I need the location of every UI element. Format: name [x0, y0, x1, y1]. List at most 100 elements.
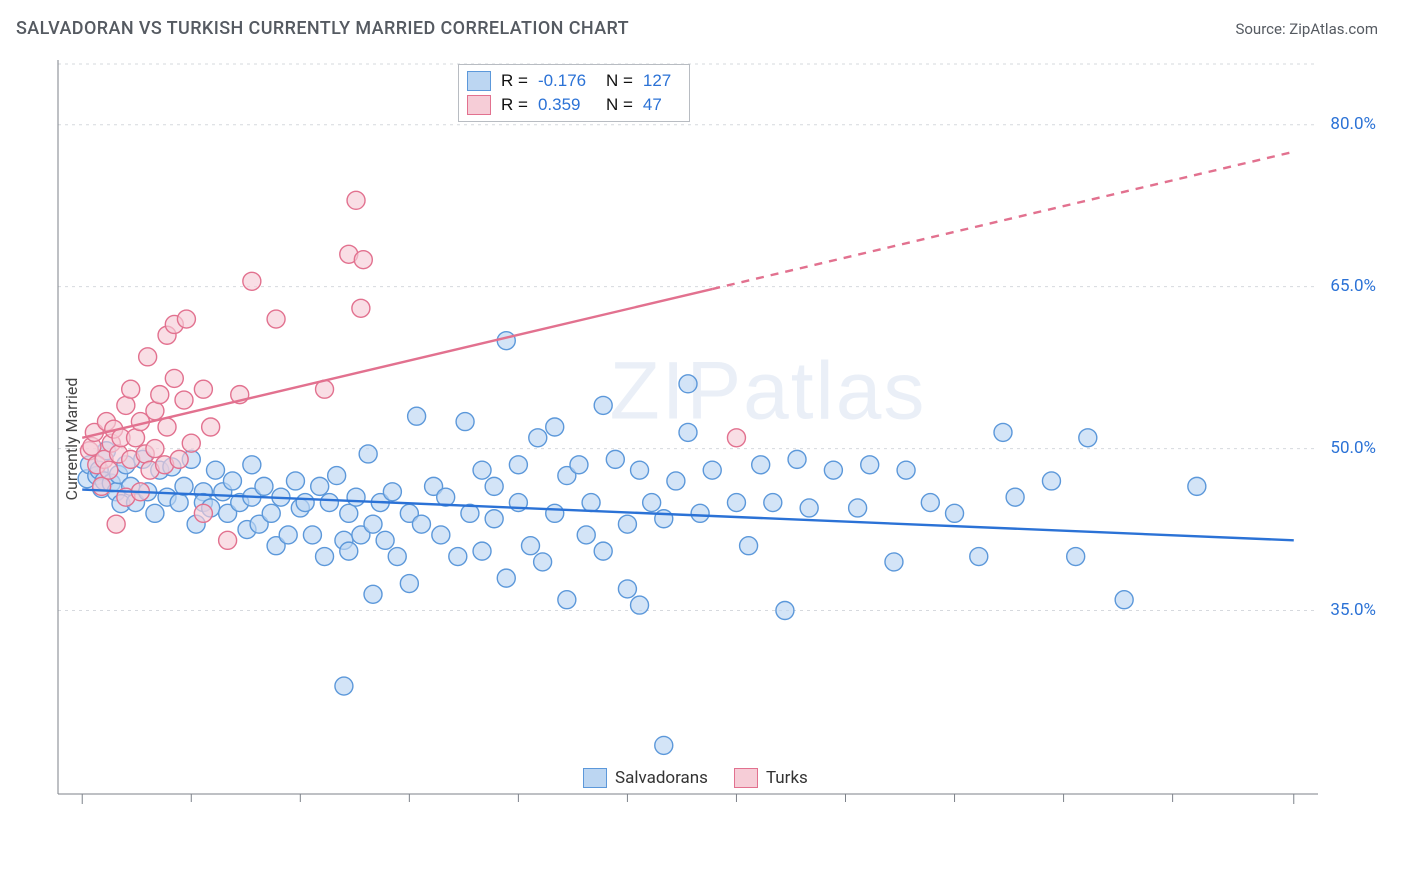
data-point: [127, 429, 145, 447]
data-point: [194, 380, 212, 398]
data-point: [497, 569, 515, 587]
data-point: [400, 575, 418, 593]
series-legend: Salvadorans Turks: [583, 768, 808, 788]
scatter-plot: 35.0%50.0%65.0%80.0%ZIPatlas0.0%50.0%: [48, 54, 1384, 824]
data-point: [286, 472, 304, 490]
data-point: [897, 461, 915, 479]
data-point: [267, 310, 285, 328]
data-point: [262, 504, 280, 522]
data-point: [667, 472, 685, 490]
legend-label: Turks: [766, 768, 808, 788]
data-point: [631, 596, 649, 614]
data-point: [485, 510, 503, 528]
y-tick-label: 50.0%: [1330, 438, 1376, 458]
data-point: [558, 591, 576, 609]
data-point: [921, 494, 939, 512]
data-point: [946, 504, 964, 522]
trend-line: [82, 289, 712, 438]
data-point: [764, 494, 782, 512]
data-point: [509, 456, 527, 474]
data-point: [139, 348, 157, 366]
data-point: [485, 477, 503, 495]
data-point: [618, 515, 636, 533]
data-point: [534, 553, 552, 571]
r-value: 0.359: [538, 93, 596, 117]
data-point: [546, 418, 564, 436]
chart-header: SALVADORAN VS TURKISH CURRENTLY MARRIED …: [0, 0, 1406, 47]
data-point: [456, 413, 474, 431]
plot-container: Currently Married 35.0%50.0%65.0%80.0%ZI…: [48, 54, 1384, 824]
watermark: ZIPatlas: [610, 346, 927, 437]
data-point: [347, 191, 365, 209]
data-point: [146, 402, 164, 420]
data-point: [643, 494, 661, 512]
data-point: [885, 553, 903, 571]
data-point: [1115, 591, 1133, 609]
data-point: [727, 494, 745, 512]
data-point: [473, 542, 491, 560]
data-point: [691, 504, 709, 522]
data-point: [352, 299, 370, 317]
y-tick-label: 35.0%: [1330, 600, 1376, 620]
data-point: [170, 494, 188, 512]
data-point: [408, 407, 426, 425]
chart-title: SALVADORAN VS TURKISH CURRENTLY MARRIED …: [16, 18, 629, 39]
data-point: [311, 477, 329, 495]
data-point: [354, 251, 372, 269]
legend-swatch: [467, 71, 491, 91]
data-point: [340, 504, 358, 522]
data-point: [497, 332, 515, 350]
correlation-legend: R =-0.176N =127R =0.359N =47: [458, 64, 690, 122]
data-point: [243, 272, 261, 290]
chart-source: Source: ZipAtlas.com: [1235, 20, 1378, 38]
data-point: [679, 423, 697, 441]
data-point: [296, 494, 314, 512]
data-point: [582, 494, 600, 512]
data-point: [606, 450, 624, 468]
correlation-row: R =0.359N =47: [467, 93, 677, 117]
data-point: [146, 504, 164, 522]
data-point: [703, 461, 721, 479]
data-point: [577, 526, 595, 544]
data-point: [100, 461, 118, 479]
data-point: [335, 677, 353, 695]
data-point: [473, 461, 491, 479]
data-point: [316, 548, 334, 566]
data-point: [788, 450, 806, 468]
data-point: [158, 418, 176, 436]
n-value: 47: [643, 93, 677, 117]
data-point: [279, 526, 297, 544]
data-point: [1042, 472, 1060, 490]
data-point: [522, 537, 540, 555]
n-label: N =: [606, 69, 633, 93]
data-point: [320, 494, 338, 512]
data-point: [727, 429, 745, 447]
data-point: [347, 488, 365, 506]
data-point: [432, 526, 450, 544]
data-point: [376, 531, 394, 549]
data-point: [679, 375, 697, 393]
data-point: [359, 445, 377, 463]
legend-item: Salvadorans: [583, 768, 708, 788]
data-point: [223, 472, 241, 490]
data-point: [93, 477, 111, 495]
data-point: [146, 440, 164, 458]
legend-swatch: [734, 768, 758, 788]
data-point: [1067, 548, 1085, 566]
data-point: [165, 369, 183, 387]
legend-label: Salvadorans: [615, 768, 708, 788]
data-point: [546, 504, 564, 522]
data-point: [655, 736, 673, 754]
legend-swatch: [467, 95, 491, 115]
data-point: [340, 542, 358, 560]
data-point: [388, 548, 406, 566]
data-point: [328, 467, 346, 485]
correlation-row: R =-0.176N =127: [467, 69, 677, 93]
data-point: [1079, 429, 1097, 447]
data-point: [182, 434, 200, 452]
data-point: [800, 499, 818, 517]
x-tick-label: 50.0%: [1271, 823, 1317, 824]
data-point: [752, 456, 770, 474]
data-point: [1006, 488, 1024, 506]
data-point: [170, 450, 188, 468]
